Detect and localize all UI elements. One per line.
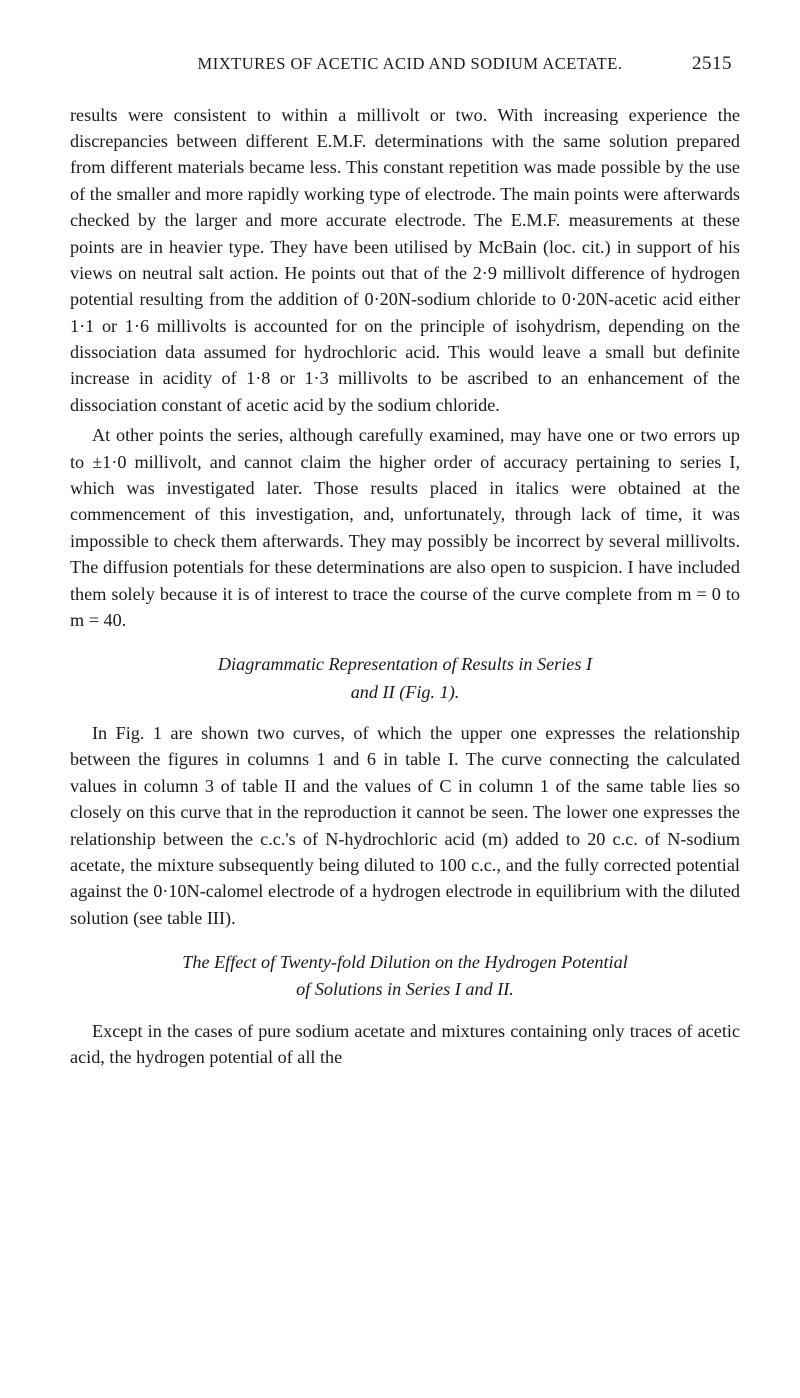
header-title: MIXTURES OF ACETIC ACID AND SODIUM ACETA… xyxy=(128,52,692,76)
body-paragraph-2: At other points the series, although car… xyxy=(70,422,740,633)
heading-2-line-2: of Solutions in Series I and II. xyxy=(296,979,514,999)
page-header: MIXTURES OF ACETIC ACID AND SODIUM ACETA… xyxy=(70,50,740,78)
body-paragraph-4: Except in the cases of pure sodium aceta… xyxy=(70,1018,740,1071)
section-heading-2: The Effect of Twenty-fold Dilution on th… xyxy=(70,949,740,1004)
heading-2-line-1: The Effect of Twenty-fold Dilution on th… xyxy=(182,952,628,972)
body-paragraph-3: In Fig. 1 are shown two curves, of which… xyxy=(70,720,740,931)
section-heading-1: Diagrammatic Representation of Results i… xyxy=(70,651,740,706)
body-paragraph-1: results were consistent to within a mill… xyxy=(70,102,740,419)
heading-1-line-1: Diagrammatic Representation of Results i… xyxy=(218,654,592,674)
heading-1-line-2: and II (Fig. 1). xyxy=(351,682,460,702)
page-number: 2515 xyxy=(692,50,732,78)
